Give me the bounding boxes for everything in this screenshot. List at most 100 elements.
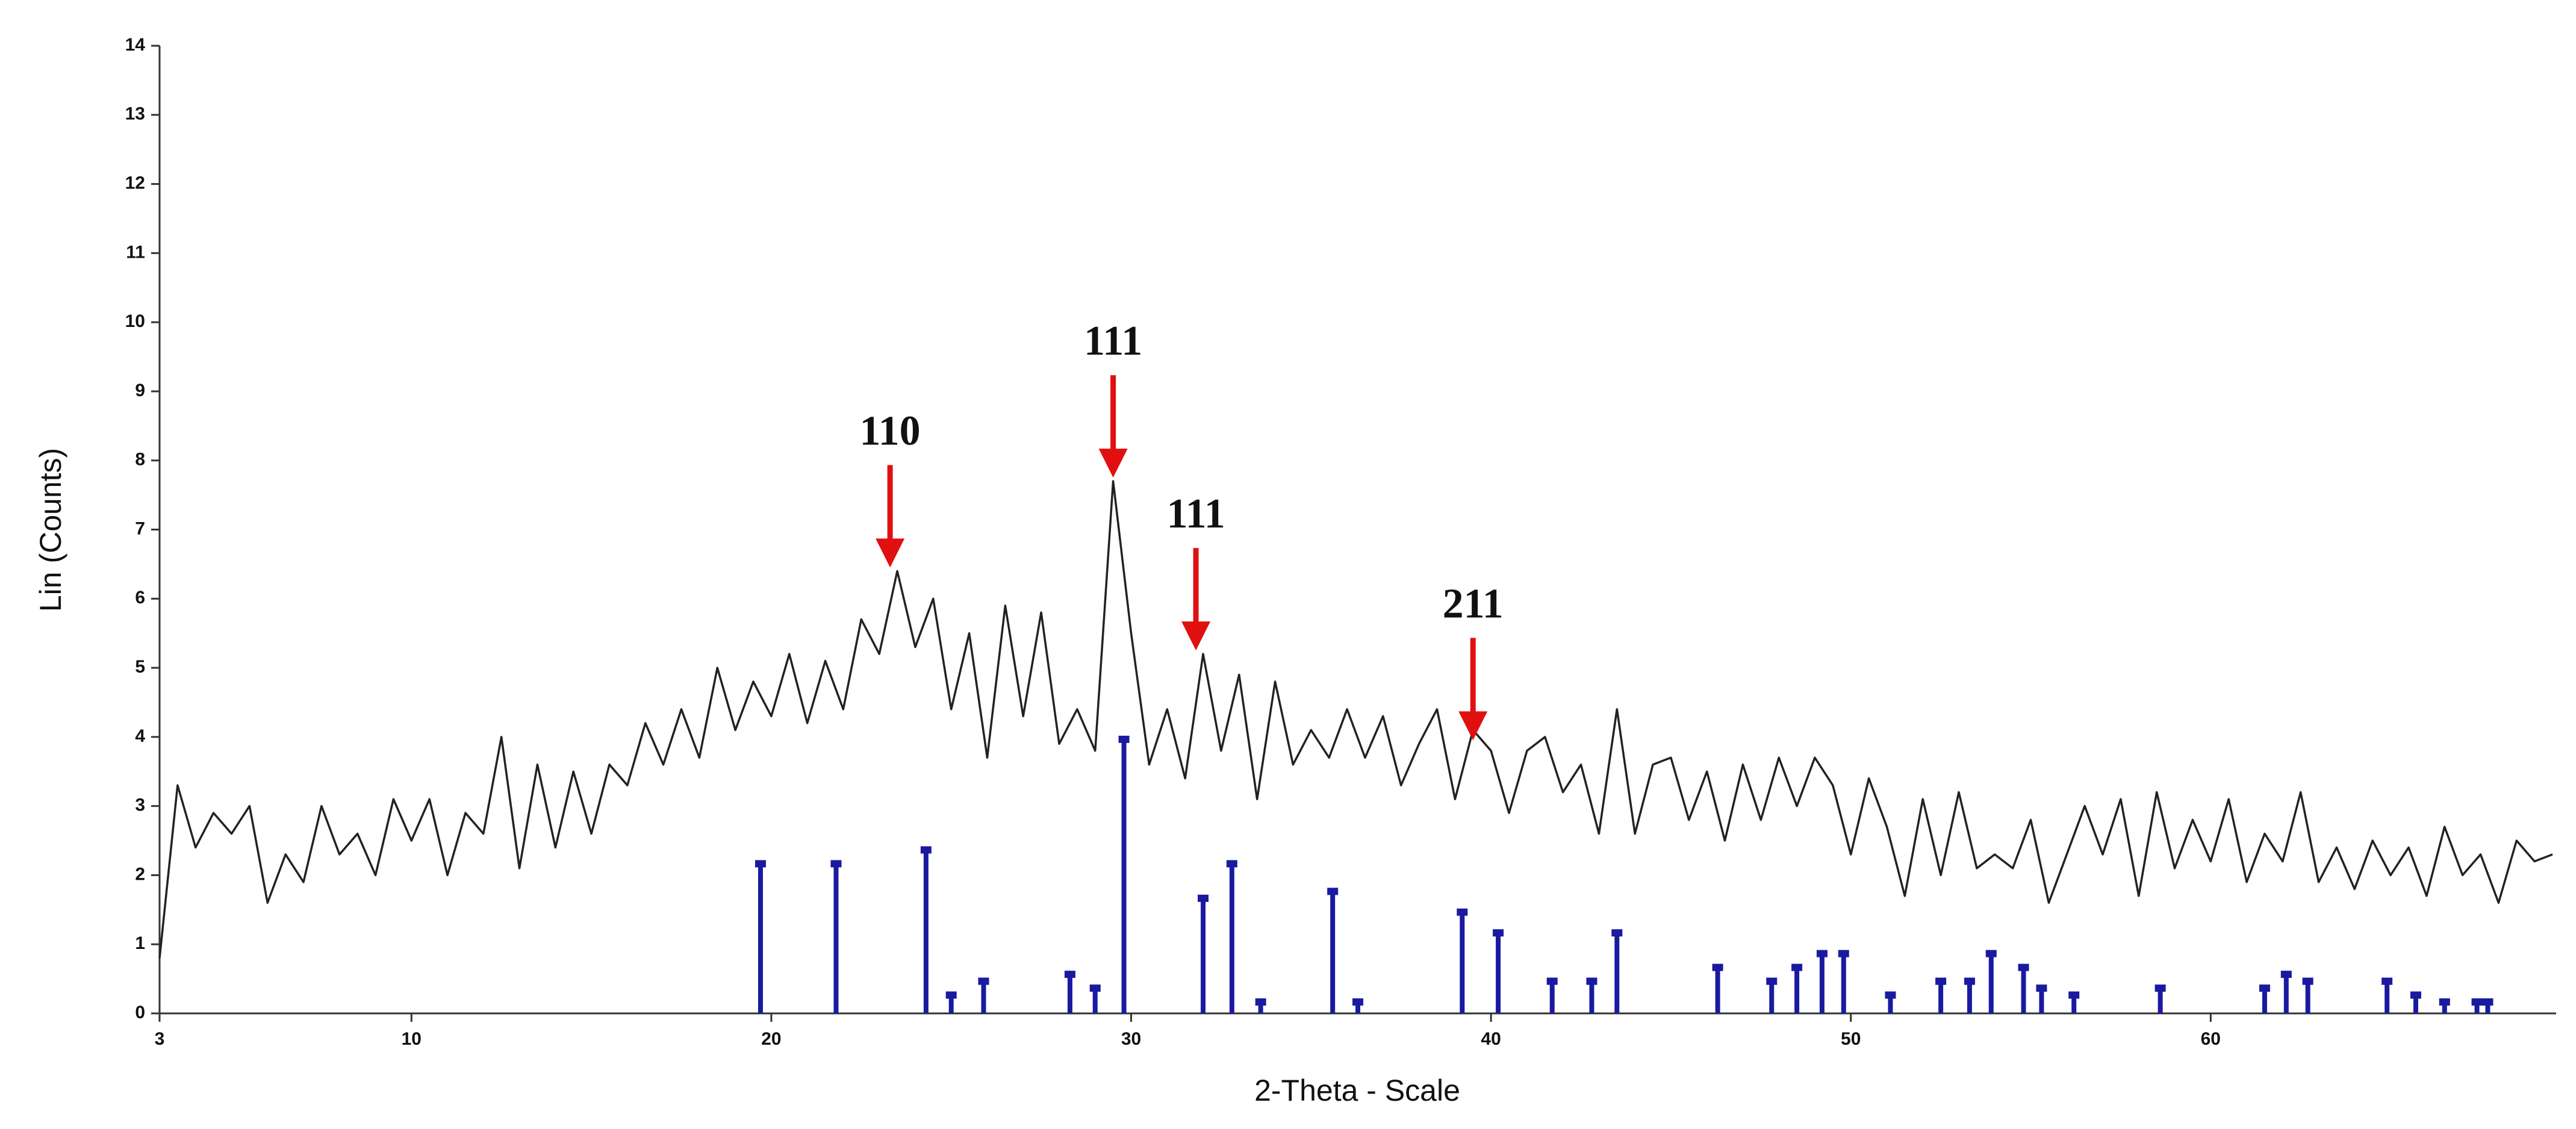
pattern-line — [158, 480, 2553, 959]
reference-stick — [1092, 986, 1098, 1013]
y-tick-label: 13 — [125, 104, 145, 124]
stick-cap — [754, 860, 766, 868]
stick-cap — [2259, 984, 2270, 992]
y-tick-label: 11 — [126, 242, 145, 262]
x-tick-label: 60 — [2201, 1029, 2221, 1049]
stick-cap — [1089, 984, 1101, 992]
reference-stick — [1496, 930, 1501, 1013]
y-tick-label: 4 — [135, 726, 145, 746]
reference-stick — [2385, 978, 2390, 1013]
reference-stick — [1614, 930, 1620, 1013]
stick-cap — [2154, 984, 2166, 992]
reference-stick — [2021, 965, 2026, 1013]
y-tick-label: 9 — [135, 381, 145, 400]
reference-stick — [948, 992, 954, 1013]
reference-stick — [1549, 978, 1555, 1013]
y-tick-label: 6 — [135, 588, 145, 608]
annotation-label: 110 — [860, 408, 921, 454]
stick-cap — [2471, 998, 2483, 1006]
stick-cap — [2280, 971, 2292, 978]
stick-cap — [1457, 908, 1468, 916]
y-tick-label: 0 — [135, 1003, 145, 1022]
reference-stick — [2283, 972, 2289, 1013]
reference-stick — [2485, 1000, 2490, 1013]
reference-stick — [1841, 951, 1846, 1013]
stick-cap — [945, 991, 957, 999]
reference-stick — [1258, 1000, 1263, 1013]
x-tick-label: 50 — [1841, 1029, 1861, 1049]
y-tick-label: 14 — [125, 35, 146, 55]
reference-stick — [833, 861, 839, 1013]
annotation-label: 111 — [1166, 491, 1225, 537]
reference-stick — [1938, 978, 1944, 1013]
stick-cap — [2036, 984, 2047, 992]
reference-stick — [1819, 951, 1825, 1013]
stick-cap — [1964, 977, 1975, 985]
x-axis-title: 2-Theta - Scale — [1254, 1074, 1460, 1107]
reference-stick — [2413, 992, 2418, 1013]
annotation-arrow-head — [876, 538, 905, 568]
annotation-arrow-head — [1458, 711, 1488, 741]
reference-stick — [1330, 889, 1336, 1013]
stick-cap — [1816, 950, 1828, 957]
stick-cap — [1327, 888, 1339, 895]
annotation-arrow-head — [1098, 449, 1128, 478]
reference-stick — [1589, 978, 1594, 1013]
reference-stick — [1794, 965, 1800, 1013]
reference-stick — [758, 861, 763, 1013]
stick-cap — [2410, 991, 2421, 999]
reference-stick — [1715, 965, 1720, 1013]
y-tick-label: 7 — [135, 518, 145, 538]
reference-stick — [2158, 986, 2163, 1013]
stick-cap — [1064, 971, 1075, 978]
stick-cap — [1493, 929, 1504, 937]
stick-cap — [1352, 998, 1363, 1006]
reference-stick — [923, 847, 929, 1013]
reference-stick — [1355, 1000, 1360, 1013]
reference-stick — [1769, 978, 1775, 1013]
reference-stick — [2262, 986, 2267, 1013]
x-tick-label: 20 — [761, 1029, 781, 1049]
x-tick-label: 3 — [155, 1029, 165, 1049]
stick-cap — [1791, 963, 1803, 971]
x-tick-label: 40 — [1481, 1029, 1501, 1049]
stick-cap — [1885, 991, 1896, 999]
stick-cap — [2068, 991, 2080, 999]
y-tick-label: 3 — [135, 795, 145, 815]
y-tick-label: 1 — [135, 933, 145, 953]
stick-cap — [1118, 735, 1130, 743]
reference-stick — [981, 978, 986, 1013]
stick-cap — [1611, 929, 1623, 937]
reference-stick — [1888, 992, 1893, 1013]
stick-cap — [1546, 977, 1558, 985]
x-tick-label: 10 — [402, 1029, 422, 1049]
reference-stick — [1460, 909, 1465, 1013]
reference-stick — [1067, 972, 1072, 1013]
reference-stick — [2305, 978, 2310, 1013]
stick-cap — [1838, 950, 1849, 957]
reference-stick — [1121, 736, 1127, 1013]
reference-stick — [1229, 861, 1234, 1013]
stick-cap — [1766, 977, 1778, 985]
y-tick-label: 12 — [125, 173, 145, 193]
y-tick-label: 10 — [125, 311, 145, 331]
reference-stick — [2039, 986, 2044, 1013]
reference-stick — [2474, 1000, 2480, 1013]
stick-cap — [1255, 998, 1266, 1006]
stick-cap — [2382, 977, 2393, 985]
x-tick-label: 30 — [1121, 1029, 1141, 1049]
stick-cap — [1712, 963, 1723, 971]
stick-cap — [1985, 950, 1997, 957]
reference-stick — [2442, 1000, 2447, 1013]
annotation-label: 111 — [1084, 318, 1142, 364]
stick-cap — [830, 860, 842, 868]
y-tick-label: 5 — [135, 657, 145, 677]
stick-cap — [2018, 963, 2029, 971]
y-axis-title: Lin (Counts) — [34, 448, 67, 612]
stick-cap — [1586, 977, 1598, 985]
stick-cap — [1198, 894, 1209, 902]
stick-cap — [1935, 977, 1947, 985]
reference-stick — [1988, 951, 1994, 1013]
